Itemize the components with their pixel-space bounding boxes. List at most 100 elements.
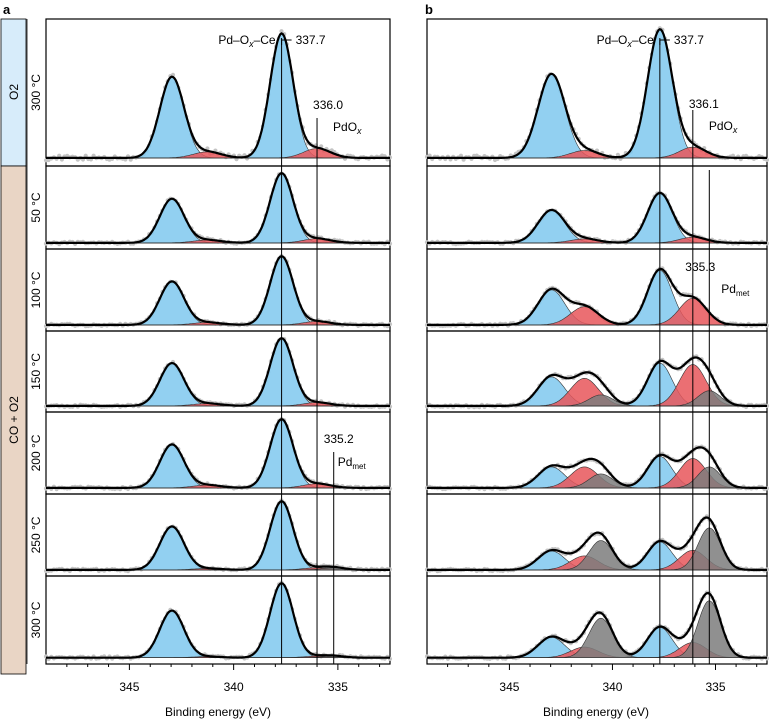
spectrum-row [43,330,393,413]
reference-lines [281,38,335,664]
spectrum-row [43,575,393,665]
x-axis: 345 340 335 [447,664,758,694]
row-frame [45,411,391,495]
temperature-label: 150 °C [29,353,43,390]
component-peak [46,526,390,571]
spectrum-row [424,18,769,167]
pd-ox-ce-label: Pd–Ox–Ce [597,33,655,49]
pd-ox-ce-bracket [659,39,670,45]
pd-ox-ce-label: Pd–Ox–Ce [218,33,276,49]
spectrum-row [43,248,393,332]
x-tick-label: 345 [499,680,519,694]
fit-envelope [427,27,767,159]
raw-data [424,190,769,247]
raw-data [43,337,393,410]
pdmet-value: 335.3 [685,260,715,274]
row-frame [45,248,391,332]
component-peak [427,73,767,159]
reference-lines [659,38,710,664]
fit-envelope [427,191,767,244]
row-frame [426,575,768,665]
spectrum-row [424,411,769,495]
pd-ox-ce-value: 337.7 [296,33,326,47]
co-o2-condition-band [0,165,27,675]
raw-data-point [458,153,464,158]
fit-envelope [46,32,390,159]
spectrum-row [43,18,393,167]
temperature-label: 100 °C [29,271,43,308]
fit-envelope [427,516,767,571]
component-peak [427,29,767,159]
raw-data [43,29,393,163]
raw-data-point [83,153,88,158]
annotations: Pd–Ox–Ce 337.7 336.0 PdOx 335.2 Pdmet [218,33,366,471]
raw-data-point [57,153,62,158]
fit-envelope [46,418,390,489]
o2-condition-label: O2 [7,84,21,100]
spectrum-row [424,575,769,665]
x-tick-label: 340 [602,680,622,694]
panel-a: Pd–Ox–Ce 337.7 336.0 PdOx 335.2 Pdmet 345 340 33… [43,18,393,694]
spectrum-row [43,411,393,495]
spectrum-row [43,165,393,250]
panel-a-xlabel: Binding energy (eV) [165,705,271,719]
pdox-label: PdOx [709,119,738,135]
x-tick-label: 335 [705,680,725,694]
panel-b-letter: b [425,2,433,17]
panel-b: Pd–Ox–Ce 337.7 336.1 PdOx 335.3 Pdmet 345 340 33… [424,18,769,694]
component-peak [427,192,767,244]
spectrum-row [424,493,769,577]
temperature-label: 300 °C [29,74,43,111]
panel-b-xlabel: Binding energy (eV) [543,705,649,719]
raw-data-point [91,153,96,158]
annotations: Pd–Ox–Ce 337.7 336.1 PdOx 335.3 Pdmet [597,33,750,298]
row-frame [45,330,391,413]
raw-data-point [427,153,432,158]
fit-envelope [46,172,390,244]
component-peak [46,582,390,658]
component-peak [46,337,390,407]
spectrum-row [43,493,393,577]
raw-data [43,253,393,329]
fit-envelope [427,446,767,489]
pdox-value: 336.0 [313,98,343,112]
raw-data [43,498,393,574]
pdmet-value: 335.2 [324,432,354,446]
x-tick-label: 340 [224,680,244,694]
component-peak [46,418,390,489]
row-frame [426,165,768,250]
raw-data-point [279,29,284,34]
component-peak [46,500,390,571]
temperature-labels: 300 °C 50 °C 100 °C 150 °C 200 °C 250 °C 300 °… [26,19,43,664]
o2-condition-band [0,18,27,167]
x-axis: 345 340 335 [66,664,381,694]
panel-a-letter: a [3,2,11,17]
co-o2-condition-label: CO + O2 [7,396,21,444]
fit-envelope [46,255,390,326]
raw-data [43,171,393,247]
component-peak [46,33,390,159]
pdmet-label: Pdmet [338,455,367,471]
pd-ox-ce-value: 337.7 [674,33,704,47]
component-peak [46,172,390,244]
spectrum-row [424,248,769,332]
temperature-label: 250 °C [29,516,43,553]
raw-data-point [615,152,621,157]
fit-envelope [46,500,390,571]
temperature-label: 50 °C [29,192,43,222]
component-peak [46,198,390,244]
spectrum-row [424,165,769,250]
fit-envelope [427,356,767,407]
pdox-value: 336.1 [689,97,719,111]
row-frame [45,165,391,250]
component-peak [46,610,390,658]
component-peak [46,255,390,326]
component-peak [46,76,390,159]
component-peak [46,281,390,326]
x-tick-label: 345 [119,680,139,694]
raw-data [43,580,393,662]
row-frame [45,493,391,577]
pd-ox-ce-bracket [281,39,292,45]
pdox-label: PdOx [333,120,362,136]
